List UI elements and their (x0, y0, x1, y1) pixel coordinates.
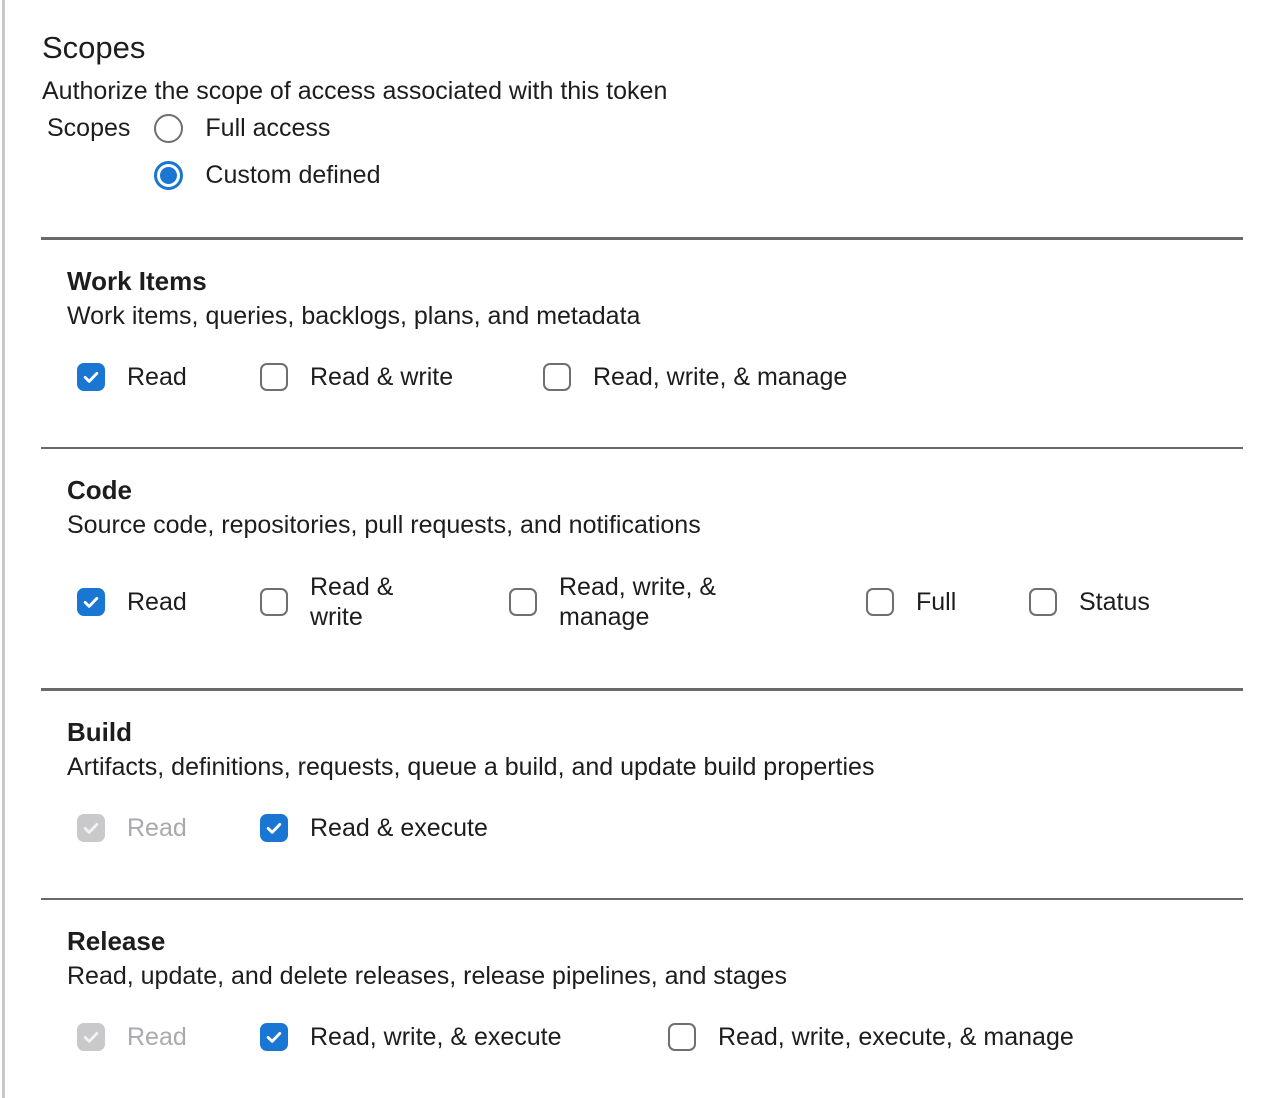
section-description: Work items, queries, backlogs, plans, an… (67, 301, 641, 330)
build-option-read: Read (77, 813, 260, 842)
checkbox[interactable] (77, 362, 105, 391)
check-icon (266, 822, 282, 834)
options-row: Read Read & write Read, write, & manage (77, 362, 1282, 391)
checkbox[interactable] (1029, 588, 1057, 616)
checkbox-label: Read (127, 362, 187, 391)
scopes-field: Scopes Full access Custom defined (47, 114, 1282, 190)
checkbox[interactable] (260, 1023, 288, 1051)
checkbox[interactable] (668, 1023, 696, 1051)
check-icon (266, 1032, 282, 1043)
page-subtitle: Authorize the scope of access associated… (42, 77, 668, 105)
section-divider (41, 688, 1243, 691)
checkbox-label: Read, write, & manage (559, 573, 717, 631)
radio-icon[interactable] (154, 114, 184, 143)
checkbox-label: Read (127, 813, 187, 842)
checkbox-label: Read & write (310, 573, 394, 631)
checkbox[interactable] (260, 813, 288, 842)
radio-icon[interactable] (154, 161, 184, 190)
code-option-full[interactable]: Full (866, 588, 1029, 616)
section-divider (41, 897, 1243, 900)
section-title: Work Items (67, 265, 207, 296)
options-row: Read Read, write, & execute Read, write,… (77, 1023, 1282, 1051)
check-icon (83, 1032, 99, 1043)
section-title: Code (67, 475, 132, 505)
work-items-option-read[interactable]: Read (77, 362, 260, 391)
checkbox[interactable] (260, 362, 288, 391)
page-title: Scopes (42, 30, 146, 65)
checkbox-label: Read, write, & execute (310, 1023, 562, 1051)
checkbox[interactable] (866, 588, 894, 616)
release-option-read-write-execute-manage[interactable]: Read, write, execute, & manage (668, 1023, 1074, 1051)
code-option-read-write[interactable]: Read & write (260, 572, 509, 632)
work-items-option-read-write[interactable]: Read & write (260, 362, 543, 391)
section-description: Source code, repositories, pull requests… (67, 511, 701, 539)
section-title: Build (67, 716, 132, 747)
section-description: Read, update, and delete releases, relea… (67, 962, 787, 990)
checkbox-label: Read, write, execute, & manage (718, 1023, 1074, 1051)
checkbox (77, 1023, 105, 1051)
check-icon (83, 822, 99, 834)
radio-label: Full access (205, 114, 331, 142)
check-icon (83, 371, 99, 383)
checkbox-label: Read & execute (310, 813, 488, 842)
scopes-radio-group: Full access Custom defined (154, 114, 381, 190)
section-divider (41, 446, 1243, 449)
radio-full-access[interactable]: Full access (154, 114, 380, 143)
section-build: Build Artifacts, definitions, requests, … (0, 718, 1282, 842)
checkbox-label: Status (1079, 588, 1150, 616)
options-row: Read Read & execute (77, 813, 1282, 842)
code-option-read-write-manage[interactable]: Read, write, & manage (509, 572, 866, 632)
checkbox (77, 813, 105, 842)
section-divider (41, 237, 1243, 240)
release-option-read: Read (77, 1023, 260, 1051)
section-code: Code Source code, repositories, pull req… (0, 476, 1282, 632)
options-row: Read Read & write Read, write, & manage … (77, 572, 1282, 632)
scopes-field-label: Scopes (47, 114, 131, 142)
code-option-status[interactable]: Status (1029, 588, 1150, 616)
radio-custom-defined[interactable]: Custom defined (154, 161, 381, 190)
section-description: Artifacts, definitions, requests, queue … (67, 752, 875, 781)
checkbox-label: Full (916, 588, 957, 616)
check-icon (83, 597, 99, 608)
release-option-read-write-execute[interactable]: Read, write, & execute (260, 1023, 668, 1051)
code-option-read[interactable]: Read (77, 588, 260, 616)
checkbox-label: Read, write, & manage (593, 362, 848, 391)
left-border (2, 0, 5, 1098)
section-work-items: Work Items Work items, queries, backlogs… (0, 267, 1282, 391)
checkbox[interactable] (509, 588, 537, 616)
work-items-option-read-write-manage[interactable]: Read, write, & manage (543, 362, 848, 391)
section-title: Release (67, 926, 166, 956)
section-release: Release Read, update, and delete release… (0, 927, 1282, 1051)
checkbox[interactable] (260, 588, 288, 616)
checkbox-label: Read (127, 1023, 187, 1051)
checkbox[interactable] (77, 588, 105, 616)
checkbox-label: Read & write (310, 362, 454, 391)
build-option-read-execute[interactable]: Read & execute (260, 813, 488, 842)
radio-label: Custom defined (205, 161, 381, 189)
checkbox[interactable] (543, 362, 571, 391)
checkbox-label: Read (127, 588, 187, 616)
